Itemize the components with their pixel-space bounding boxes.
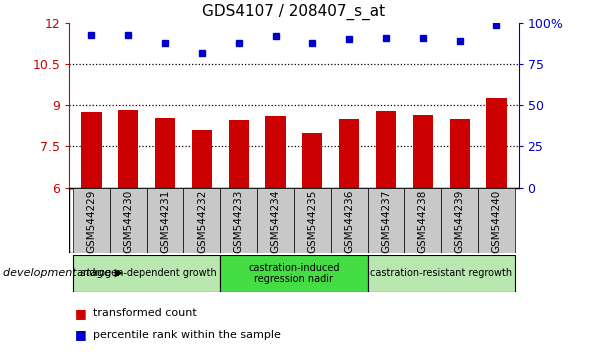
Bar <box>487 98 507 188</box>
Bar <box>155 118 175 188</box>
Text: GSM544240: GSM544240 <box>491 190 502 253</box>
Bar <box>376 111 396 188</box>
Text: ■: ■ <box>75 307 87 320</box>
Text: ■: ■ <box>75 328 87 341</box>
Bar <box>478 188 515 253</box>
Bar <box>450 119 470 188</box>
Bar <box>229 120 249 188</box>
Bar <box>110 188 147 253</box>
Bar <box>302 133 323 188</box>
Bar <box>183 188 220 253</box>
Bar <box>220 255 368 292</box>
Title: GDS4107 / 208407_s_at: GDS4107 / 208407_s_at <box>203 4 385 20</box>
Bar <box>81 112 101 188</box>
Bar <box>331 188 368 253</box>
Bar <box>441 188 478 253</box>
Text: GSM544235: GSM544235 <box>308 190 317 253</box>
Bar <box>118 110 138 188</box>
Text: castration-resistant regrowth: castration-resistant regrowth <box>370 268 513 279</box>
Text: GSM544232: GSM544232 <box>197 190 207 253</box>
Text: transformed count: transformed count <box>93 308 197 318</box>
Bar <box>265 116 286 188</box>
Bar <box>73 188 110 253</box>
Bar <box>339 119 359 188</box>
Bar <box>73 255 220 292</box>
Text: GSM544229: GSM544229 <box>86 190 96 253</box>
Bar <box>412 115 433 188</box>
Bar <box>257 188 294 253</box>
Text: GSM544231: GSM544231 <box>160 190 170 253</box>
Text: GSM544233: GSM544233 <box>234 190 244 253</box>
Text: percentile rank within the sample: percentile rank within the sample <box>93 330 282 339</box>
Bar <box>368 255 515 292</box>
Text: GSM544237: GSM544237 <box>381 190 391 253</box>
Text: development stage ▶: development stage ▶ <box>3 268 123 279</box>
Bar <box>147 188 183 253</box>
Bar <box>405 188 441 253</box>
Text: androgen-dependent growth: androgen-dependent growth <box>77 268 216 279</box>
Bar <box>192 130 212 188</box>
Text: GSM544238: GSM544238 <box>418 190 428 253</box>
Text: castration-induced
regression nadir: castration-induced regression nadir <box>248 263 339 284</box>
Bar <box>368 188 405 253</box>
Text: GSM544234: GSM544234 <box>271 190 280 253</box>
Bar <box>294 188 331 253</box>
Text: GSM544236: GSM544236 <box>344 190 354 253</box>
Bar <box>220 188 257 253</box>
Text: GSM544239: GSM544239 <box>455 190 465 253</box>
Text: GSM544230: GSM544230 <box>123 190 133 253</box>
